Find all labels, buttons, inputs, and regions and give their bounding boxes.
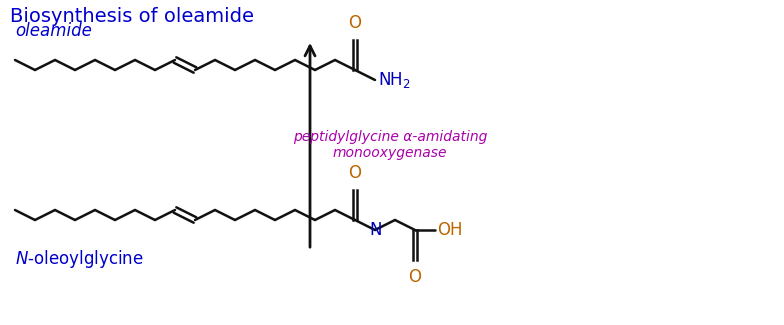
Text: OH: OH [437, 221, 463, 239]
Text: O: O [349, 164, 361, 182]
Text: peptidylglycine α-amidating: peptidylglycine α-amidating [292, 130, 487, 144]
Text: O: O [408, 268, 422, 286]
Text: oleamide: oleamide [15, 22, 92, 40]
Text: monooxygenase: monooxygenase [332, 146, 447, 160]
Text: N: N [370, 221, 383, 239]
Text: $\it{N}$-oleoylglycine: $\it{N}$-oleoylglycine [15, 248, 143, 270]
Text: NH$_2$: NH$_2$ [378, 70, 411, 90]
Text: Biosynthesis of oleamide: Biosynthesis of oleamide [10, 7, 254, 26]
Text: O: O [349, 14, 361, 32]
